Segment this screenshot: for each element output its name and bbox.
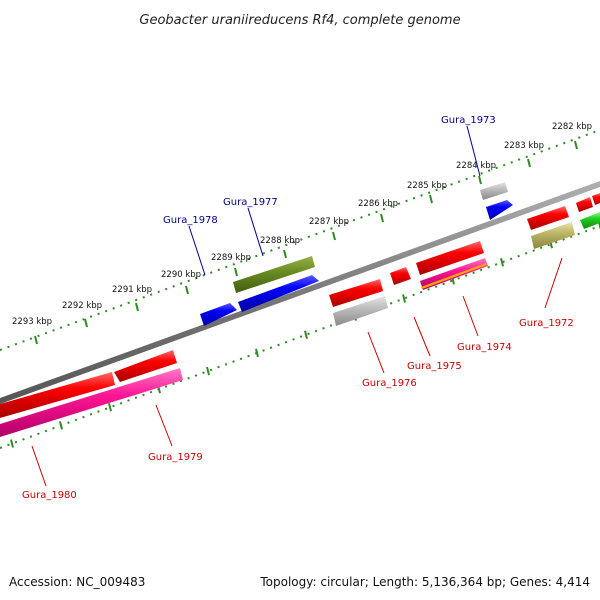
gene-gura-1973-b [486,200,513,220]
kbp-label: 2283 kbp [504,141,544,151]
gene-red-1979-a [114,350,177,382]
gene-label-gura-1974[interactable]: Gura_1974 [457,342,512,353]
gene-gura-1974-a [416,241,484,275]
gene-gura-1972 [531,222,575,249]
lower-major-tick [598,221,600,231]
gene-label-gura-1973[interactable]: Gura_1973 [441,115,496,126]
kbp-major-tick [429,194,433,204]
genome-backbone [0,181,600,404]
gene-gura-1972-a [527,206,569,230]
kbp-label: 2293 kbp [12,317,52,327]
gene-label-gura-1979[interactable]: Gura_1979 [148,452,203,463]
lower-major-tick [206,366,210,376]
accession-text: Accession: NC_009483 [9,575,145,589]
gene-gura-1979 [0,368,183,437]
gene-label-gura-1976[interactable]: Gura_1976 [362,378,417,389]
gene-label-gura-1975[interactable]: Gura_1975 [407,361,462,372]
gene-gura-1980 [0,372,115,418]
gene-blue-main [238,275,319,312]
kbp-major-tick [478,175,482,185]
lower-major-tick [10,439,14,448]
gene-right-red [576,193,600,212]
kbp-label: 2284 kbp [456,161,496,171]
kbp-label: 2286 kbp [358,199,398,209]
genome-stats-text: Topology: circular; Length: 5,136,364 bp… [259,575,590,589]
gene-gura-1978 [200,303,237,326]
kbp-label: 2287 kbp [309,217,349,227]
kbp-major-tick [283,249,287,259]
gene-gura-1974 [420,258,488,290]
kbp-labels: 2282 kbp 2283 kbp 2284 kbp 2285 kbp 2286 kbp… [12,122,592,327]
gene-label-gura-1977[interactable]: Gura_1977 [223,197,278,208]
kbp-label: 2285 kbp [407,181,447,191]
lower-major-ticks [10,221,600,448]
lower-major-tick [255,348,259,358]
lower-tick-track [0,225,600,449]
gene-gura-1976-a [329,279,383,307]
kbp-label: 2288 kbp [260,236,300,246]
kbp-label: 2291 kbp [112,285,152,295]
gene-gura-1976 [333,296,388,326]
kbp-major-tick [332,231,336,241]
gene-right-green [580,212,600,229]
gene-gura-1973-a [480,182,508,200]
label-leaders [31,125,563,487]
kbp-major-tick [380,213,384,223]
kbp-label: 2282 kbp [552,122,592,132]
lower-major-tick [500,258,504,267]
gene-label-gura-1978[interactable]: Gura_1978 [163,215,218,226]
gene-label-gura-1972[interactable]: Gura_1972 [519,318,574,329]
kbp-major-tick [84,318,88,328]
kbp-label: 2292 kbp [62,301,102,311]
kbp-label: 2289 kbp [211,253,251,263]
kbp-major-tick [34,335,38,345]
kbp-major-tick [234,267,238,277]
gene-gura-1977 [233,256,315,293]
lower-major-tick [108,403,112,412]
kbp-label: 2290 kbp [161,270,201,280]
lower-major-tick [304,330,308,340]
kbp-major-tick [574,140,578,150]
gene-label-gura-1980[interactable]: Gura_1980 [22,490,77,501]
gene-features [0,182,600,437]
kbp-major-tick [135,302,139,312]
lower-major-tick [402,294,406,303]
gene-gura-1975 [390,267,411,285]
lower-major-tick [59,421,63,430]
kbp-major-tick [527,158,531,168]
major-ticks [34,140,578,345]
kbp-major-tick [185,285,189,295]
genome-title: Geobacter uraniireducens Rf4, complete g… [139,13,460,28]
gene-labels: Gura_1973 Gura_1977 Gura_1978 Gura_1972 Gura… [22,115,574,501]
